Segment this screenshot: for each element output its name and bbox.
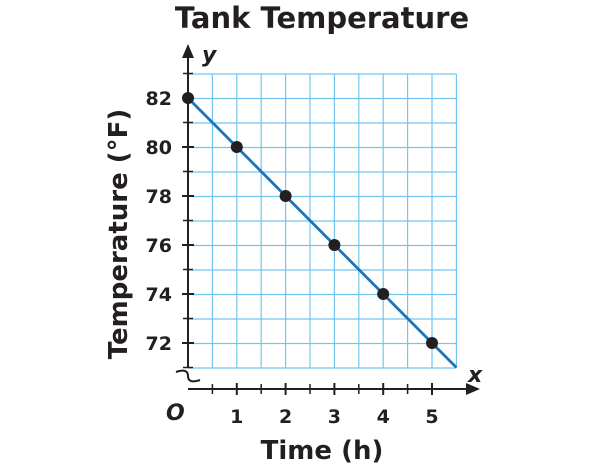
x-axis-arrow — [466, 383, 480, 395]
x-axis-title: Time (h) — [261, 436, 384, 466]
y-axis-title: Temperature (°F) — [104, 109, 134, 360]
data-point — [279, 190, 292, 202]
data-point — [328, 239, 341, 251]
y-axis-arrow — [182, 44, 194, 58]
series — [182, 92, 458, 369]
series-line — [187, 97, 458, 369]
y-axis-variable: y — [202, 43, 218, 68]
grid — [187, 73, 457, 369]
data-point — [230, 141, 243, 153]
chart-title: Tank Temperature — [175, 1, 469, 35]
y-tick-label: 80 — [146, 137, 172, 159]
ticks: 1 2 3 4 5 72 74 76 78 80 82 — [146, 72, 439, 428]
y-tick-label: 72 — [146, 333, 172, 355]
data-point — [426, 337, 438, 349]
y-tick-label: 76 — [146, 235, 172, 257]
y-tick-label: 78 — [146, 186, 172, 208]
y-tick-label: 74 — [146, 284, 172, 306]
x-tick-label: 3 — [328, 406, 341, 428]
origin-label: O — [166, 401, 185, 426]
x-tick-label: 1 — [230, 406, 243, 428]
y-axis-break — [175, 369, 201, 383]
data-point — [377, 288, 390, 300]
x-tick-label: 2 — [279, 406, 292, 428]
x-tick-label: 4 — [377, 406, 390, 428]
y-tick-label: 82 — [146, 88, 172, 110]
x-axis-variable: x — [467, 363, 483, 388]
x-tick-label: 5 — [425, 406, 438, 428]
data-point — [182, 92, 194, 104]
